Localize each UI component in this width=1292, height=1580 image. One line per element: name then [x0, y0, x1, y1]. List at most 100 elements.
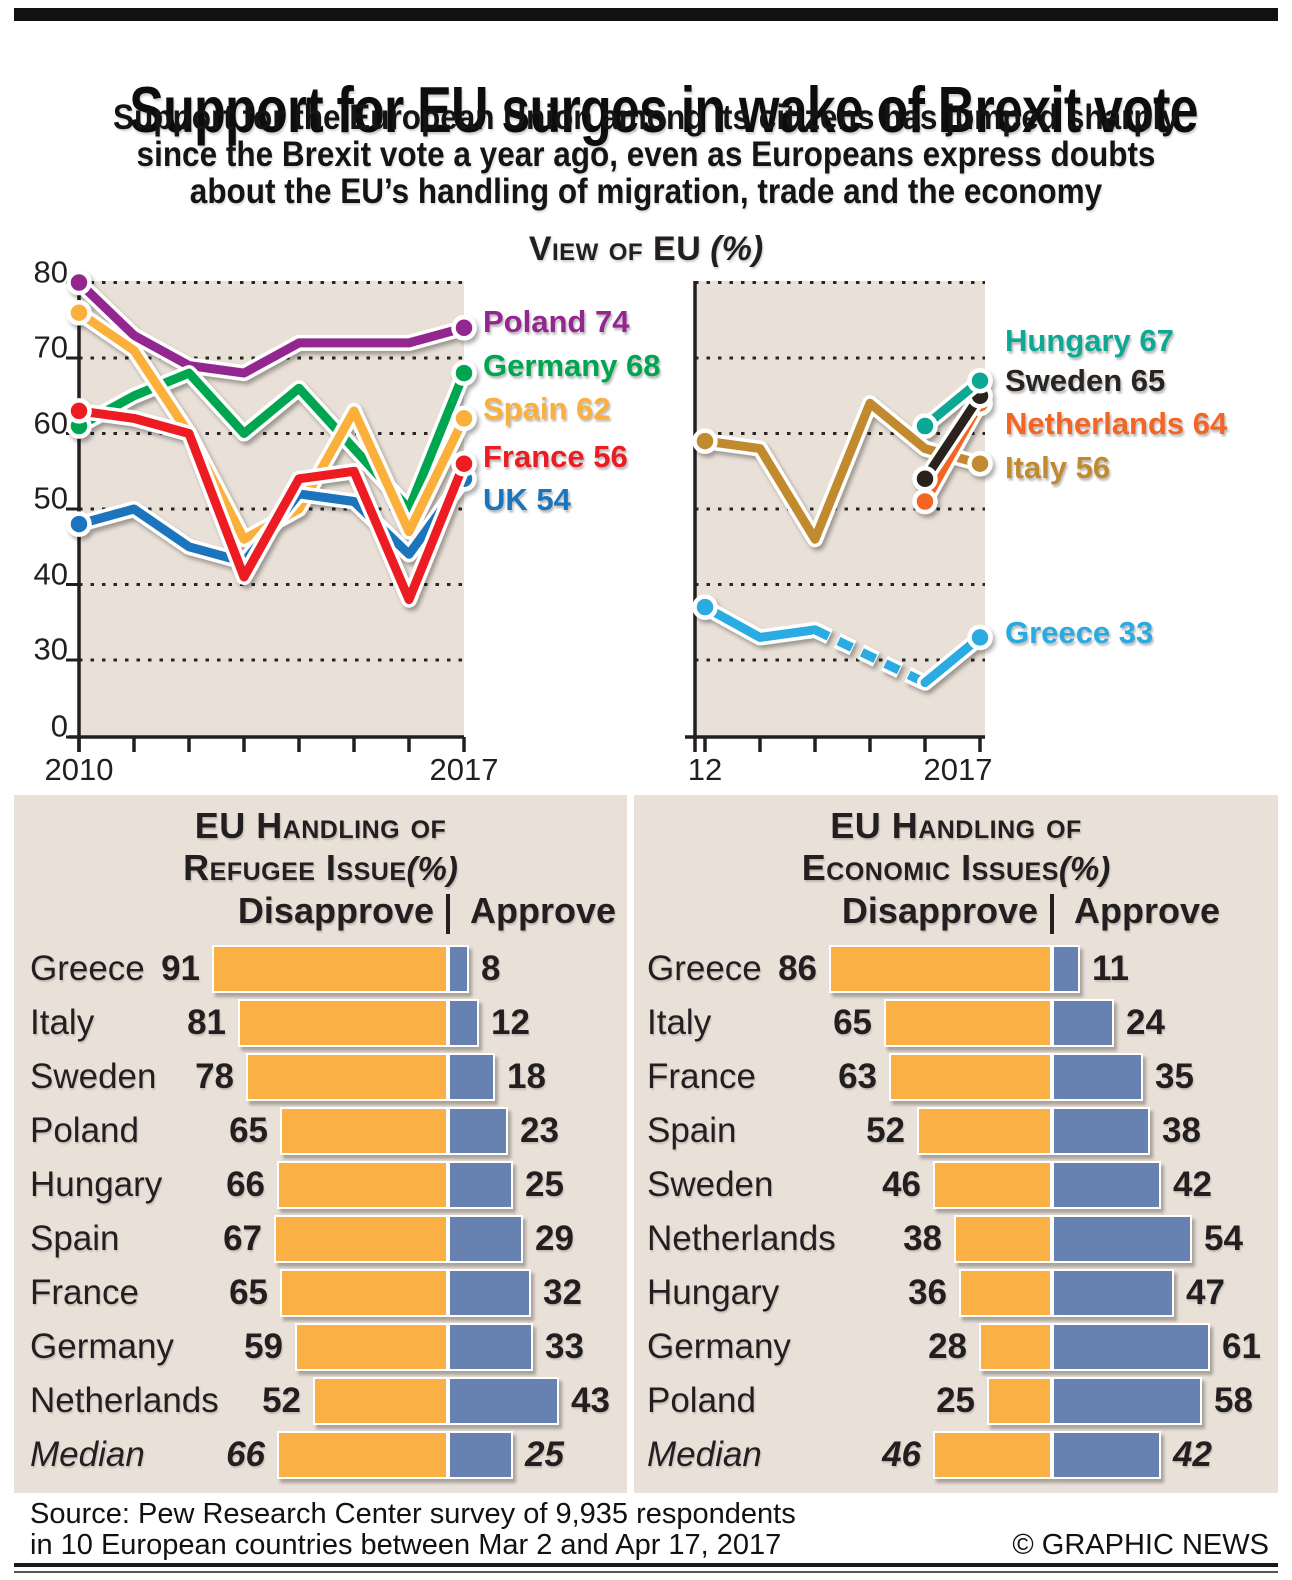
table-row-germany: Germany 28 61	[634, 1323, 1278, 1371]
series-dot-hungary	[967, 367, 993, 394]
x-axis-label-12: 12	[687, 752, 723, 787]
series-dot-poland	[66, 269, 92, 296]
approve-bar	[448, 1053, 495, 1101]
disapprove-bar	[979, 1323, 1052, 1371]
approve-value: 32	[543, 1273, 582, 1312]
y-axis-label-30: 30	[33, 631, 68, 667]
legend-netherlands: Netherlands 64	[1005, 406, 1228, 441]
row-country: Spain	[30, 1219, 120, 1258]
y-axis-label-40: 40	[33, 556, 68, 591]
disapprove-value: 28	[928, 1327, 967, 1366]
y-axis-label-80: 80	[33, 254, 68, 289]
table-row-poland: Poland 25 58	[634, 1377, 1278, 1425]
row-country: Median	[647, 1435, 762, 1474]
approve-value: 58	[1214, 1381, 1253, 1420]
approve-bar	[448, 945, 469, 993]
table-row-netherlands: Netherlands 38 54	[634, 1215, 1278, 1263]
table-row-greece: Greece 86 11	[634, 945, 1278, 993]
table-row-france: France 63 35	[634, 1053, 1278, 1101]
approve-value: 42	[1173, 1165, 1212, 1204]
table-row-median: Median 66 25	[14, 1431, 627, 1479]
table-row-median: Median 46 42	[634, 1431, 1278, 1479]
disapprove-bar	[313, 1377, 448, 1425]
legend-italy: Italy 56	[1005, 450, 1111, 485]
column-divider	[1050, 894, 1054, 934]
disapprove-bar	[987, 1377, 1052, 1425]
approve-bar	[1052, 1377, 1202, 1425]
legend-greece: Greece 33	[1005, 615, 1154, 650]
row-country: Poland	[647, 1381, 756, 1420]
approve-bar	[1052, 1053, 1143, 1101]
series-dot-poland	[451, 315, 477, 341]
disapprove-value: 66	[226, 1435, 265, 1474]
approve-value: 25	[525, 1165, 564, 1204]
legend-uk: UK 54	[483, 482, 571, 517]
table-title-line-2: Economic Issues(%)	[801, 847, 1111, 888]
y-axis-label-0: 0	[50, 708, 68, 744]
disapprove-bar	[280, 1107, 448, 1155]
y-axis-label-50: 50	[33, 480, 68, 516]
row-country: Hungary	[647, 1273, 780, 1312]
disapprove-value: 52	[866, 1111, 905, 1150]
approve-bar	[448, 1431, 513, 1479]
approve-bar	[448, 1107, 508, 1155]
legend-sweden: Sweden 65	[1005, 363, 1166, 398]
series-dot-netherlands	[912, 488, 938, 515]
series-dot-italy	[692, 428, 718, 454]
approve-value: 12	[491, 1003, 530, 1042]
subtitle-line-2: since the Brexit vote a year ago, even a…	[136, 135, 1156, 174]
chart-title: View of EU (%)	[0, 230, 1292, 269]
disapprove-value: 66	[226, 1165, 265, 1204]
approve-value: 25	[525, 1435, 564, 1474]
series-dot-italy	[967, 450, 993, 477]
approve-value: 43	[571, 1381, 610, 1420]
series-line-poland	[74, 278, 469, 378]
approve-value: 54	[1204, 1219, 1243, 1258]
source-line-2: in 10 European countries between Mar 2 a…	[30, 1529, 782, 1561]
subtitle-line-3: about the EU’s handling of migration, tr…	[189, 172, 1103, 211]
x-axis-label-2017: 2017	[923, 752, 993, 787]
approve-value: 11	[1092, 949, 1129, 988]
disapprove-value: 59	[244, 1327, 283, 1366]
disapprove-value: 86	[778, 949, 817, 988]
approve-bar	[448, 999, 479, 1047]
disapprove-bar	[274, 1215, 448, 1263]
row-country: Netherlands	[647, 1219, 836, 1258]
table-row-sweden: Sweden 78 18	[14, 1053, 627, 1101]
row-country: France	[30, 1273, 139, 1312]
row-country: Poland	[30, 1111, 139, 1150]
series-line-greece	[700, 602, 820, 642]
subtitle-line-1: Support for the European Union among its…	[113, 98, 1179, 137]
column-header-approve: Approve	[1074, 890, 1221, 931]
approve-value: 29	[535, 1219, 574, 1258]
series-line-sweden	[920, 391, 985, 484]
table-row-spain: Spain 67 29	[14, 1215, 627, 1263]
approve-value: 18	[507, 1057, 546, 1096]
series-dot-france	[66, 398, 92, 424]
approve-bar	[1052, 999, 1114, 1047]
disapprove-bar	[295, 1323, 448, 1371]
disapprove-bar	[959, 1269, 1052, 1317]
economic-issues-table: EU Handling of Economic Issues(%) Disapp…	[634, 795, 1278, 1493]
row-country: Hungary	[30, 1165, 163, 1204]
row-country: Italy	[30, 1003, 95, 1042]
refugee-issue-table: EU Handling of Refugee Issue(%) Disappro…	[14, 795, 627, 1493]
disapprove-bar	[238, 999, 448, 1047]
y-axis-label-60: 60	[33, 405, 68, 440]
approve-value: 38	[1162, 1111, 1201, 1150]
table-row-sweden: Sweden 46 42	[634, 1161, 1278, 1209]
disapprove-value: 65	[229, 1273, 268, 1312]
row-country: Italy	[647, 1003, 712, 1042]
table-title-line-1: EU Handling of	[194, 805, 447, 846]
approve-bar	[448, 1161, 513, 1209]
disapprove-bar	[933, 1431, 1052, 1479]
approve-bar	[448, 1215, 523, 1263]
approve-value: 24	[1126, 1003, 1165, 1042]
legend-poland: Poland 74	[483, 304, 630, 339]
row-country: Germany	[30, 1327, 174, 1366]
chart-title-text: View of EU	[528, 230, 702, 268]
series-dot-greece	[967, 624, 993, 651]
disapprove-bar	[933, 1161, 1052, 1209]
approve-value: 23	[520, 1111, 559, 1150]
